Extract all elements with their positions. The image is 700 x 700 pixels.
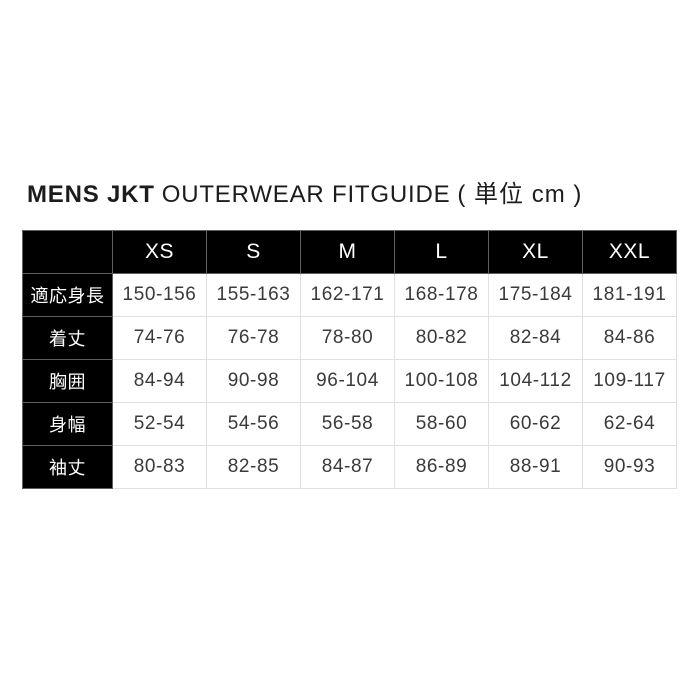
- col-header-xxl: XXL: [582, 230, 677, 274]
- table-cell: 80-82: [394, 316, 489, 360]
- col-header-xl: XL: [488, 230, 583, 274]
- table-cell: 100-108: [394, 359, 489, 403]
- table-cell: 60-62: [488, 402, 583, 446]
- table-cell: 74-76: [112, 316, 207, 360]
- table-cell: 84-94: [112, 359, 207, 403]
- table-cell: 62-64: [582, 402, 677, 446]
- corner-cell: [22, 230, 113, 274]
- table-cell: 150-156: [112, 273, 207, 317]
- row-label-chest: 胸囲: [22, 359, 113, 403]
- table-cell: 84-87: [300, 445, 395, 489]
- table-row-chest: 胸囲 84-94 90-98 96-104 100-108 104-112 10…: [22, 359, 677, 403]
- table-cell: 78-80: [300, 316, 395, 360]
- table-header-row: XS S M L XL XXL: [22, 230, 677, 274]
- table-cell: 84-86: [582, 316, 677, 360]
- table-cell: 52-54: [112, 402, 207, 446]
- table-cell: 162-171: [300, 273, 395, 317]
- title-unit: ( 単位 cm ): [457, 181, 583, 208]
- table-cell: 54-56: [206, 402, 301, 446]
- col-header-m: M: [300, 230, 395, 274]
- title-brand: MENS JKT: [27, 181, 155, 208]
- table-cell: 82-85: [206, 445, 301, 489]
- table-row-length: 着丈 74-76 76-78 78-80 80-82 82-84 84-86: [22, 316, 677, 360]
- col-header-l: L: [394, 230, 489, 274]
- row-label-height: 適応身長: [22, 273, 113, 317]
- table-row-sleeve: 袖丈 80-83 82-85 84-87 86-89 88-91 90-93: [22, 445, 677, 489]
- table-cell: 80-83: [112, 445, 207, 489]
- table-cell: 168-178: [394, 273, 489, 317]
- page-title: MENS JKT OUTERWEAR FITGUIDE( 単位 cm ): [27, 181, 582, 209]
- row-label-length: 着丈: [22, 316, 113, 360]
- size-guide-table: XS S M L XL XXL 適応身長 150-156 155-163 162…: [22, 230, 677, 489]
- table-row-width: 身幅 52-54 54-56 56-58 58-60 60-62 62-64: [22, 402, 677, 446]
- table-cell: 82-84: [488, 316, 583, 360]
- table-cell: 88-91: [488, 445, 583, 489]
- table-cell: 109-117: [582, 359, 677, 403]
- row-label-sleeve: 袖丈: [22, 445, 113, 489]
- table-cell: 90-98: [206, 359, 301, 403]
- table-cell: 76-78: [206, 316, 301, 360]
- table-cell: 96-104: [300, 359, 395, 403]
- table-cell: 90-93: [582, 445, 677, 489]
- col-header-xs: XS: [112, 230, 207, 274]
- table-cell: 175-184: [488, 273, 583, 317]
- table-cell: 56-58: [300, 402, 395, 446]
- table-cell: 86-89: [394, 445, 489, 489]
- table-row-height: 適応身長 150-156 155-163 162-171 168-178 175…: [22, 273, 677, 317]
- table-cell: 155-163: [206, 273, 301, 317]
- table-cell: 181-191: [582, 273, 677, 317]
- title-category: OUTERWEAR FITGUIDE: [161, 181, 451, 208]
- row-label-width: 身幅: [22, 402, 113, 446]
- table-cell: 104-112: [488, 359, 583, 403]
- table-cell: 58-60: [394, 402, 489, 446]
- col-header-s: S: [206, 230, 301, 274]
